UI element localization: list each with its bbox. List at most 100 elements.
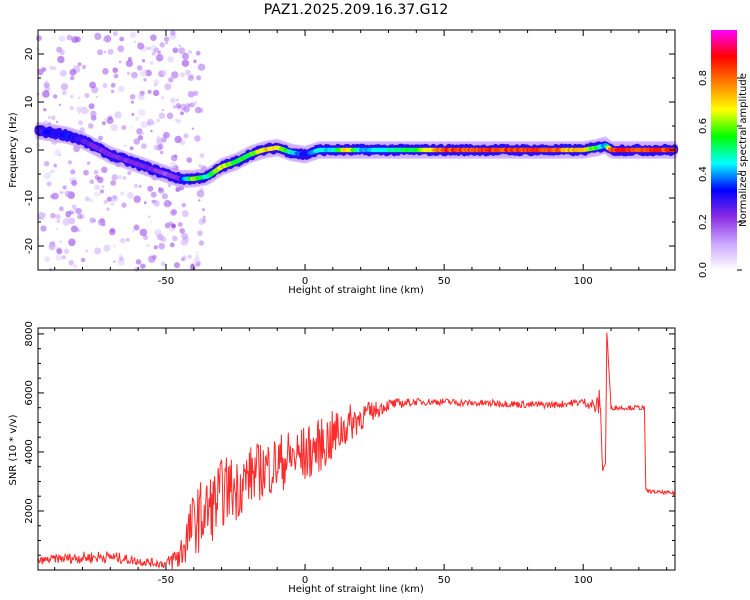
noise-blob: [178, 44, 182, 47]
noise-blob: [112, 67, 118, 73]
noise-blob: [53, 163, 57, 168]
noise-blob: [94, 247, 102, 255]
noise-blob: [186, 157, 193, 163]
noise-blob: [141, 143, 147, 150]
noise-blob: [163, 199, 172, 208]
noise-blob: [140, 120, 148, 129]
noise-blob: [142, 264, 146, 268]
noise-blob: [175, 103, 182, 109]
noise-blob: [133, 195, 141, 203]
noise-blob: [113, 244, 116, 248]
noise-blob: [55, 254, 63, 261]
noise-blob: [56, 248, 63, 255]
chart-title: PAZ1.2025.209.16.37.G12: [264, 2, 449, 18]
noise-blob: [158, 112, 166, 119]
noise-blob: [163, 36, 170, 42]
noise-blob: [118, 60, 122, 64]
noise-blob: [171, 223, 176, 228]
noise-blob: [161, 193, 168, 200]
noise-blob: [179, 228, 185, 234]
noise-blob: [56, 219, 60, 223]
colorbar-tick-label: 0.8: [698, 70, 709, 86]
noise-blob: [180, 139, 186, 146]
noise-blob: [129, 94, 136, 100]
noise-blob: [193, 257, 201, 265]
noise-blob: [104, 51, 107, 53]
noise-blob: [181, 202, 186, 208]
noise-blob: [129, 31, 137, 39]
noise-blob: [89, 81, 96, 89]
noise-blob: [170, 209, 177, 216]
noise-blob: [153, 47, 160, 53]
noise-blob: [176, 108, 180, 112]
noise-blob: [84, 196, 90, 202]
colorbar-tick-label: 0.2: [698, 214, 709, 230]
noise-blob: [153, 144, 159, 151]
noise-blob: [35, 35, 42, 42]
spectrogram-x-axis-label: Height of straight line (km): [288, 285, 424, 296]
noise-blob: [84, 93, 90, 99]
noise-blob: [198, 164, 202, 168]
noise-blob: [134, 40, 137, 43]
noise-blob: [83, 169, 89, 176]
noise-blob: [122, 176, 127, 180]
noise-blob: [147, 46, 151, 50]
noise-blob: [153, 79, 160, 86]
noise-blob: [171, 71, 179, 79]
noise-blob: [103, 244, 111, 252]
noise-blob: [159, 42, 165, 48]
noise-blob: [177, 222, 183, 227]
noise-blob: [78, 96, 81, 99]
noise-blob: [130, 100, 134, 104]
spectrogram-y-tick-label: 10: [24, 96, 35, 109]
noise-blob: [59, 49, 65, 55]
noise-blob: [80, 257, 86, 263]
snr-axes: -50 0 50 100 2000 4000 6000 8000: [24, 321, 675, 586]
noise-blob: [110, 201, 115, 206]
noise-blob: [50, 212, 56, 219]
noise-blob: [184, 54, 189, 59]
snr-x-tick-label: 100: [574, 575, 593, 586]
noise-blob: [71, 36, 79, 44]
snr-x-tick-label: 0: [302, 575, 308, 586]
noise-blob: [146, 244, 150, 247]
spectrogram-x-tick-label: 50: [438, 276, 451, 287]
noise-blob: [187, 75, 194, 81]
noise-blob: [110, 124, 118, 132]
noise-blob: [158, 242, 165, 250]
noise-blob: [153, 245, 158, 250]
noise-blob: [139, 228, 148, 237]
noise-blob: [57, 55, 65, 64]
noise-blob: [98, 135, 103, 141]
noise-blob: [94, 32, 102, 41]
noise-blob: [149, 61, 154, 65]
noise-blob: [112, 195, 117, 200]
noise-blob: [172, 235, 178, 242]
noise-blob: [170, 30, 176, 36]
noise-blob: [172, 104, 177, 109]
noise-blob: [169, 161, 177, 169]
noise-blob: [55, 214, 61, 220]
noise-blob: [138, 109, 146, 117]
noise-blob: [51, 169, 55, 173]
noise-blob: [100, 189, 104, 194]
noise-blob: [190, 263, 195, 267]
noise-blob: [97, 49, 104, 56]
noise-blob: [49, 66, 54, 70]
noise-blob: [191, 127, 194, 130]
noise-blob: [174, 135, 182, 144]
noise-blob: [202, 208, 205, 212]
noise-blob: [70, 94, 74, 99]
noise-blob: [117, 85, 125, 93]
noise-blob: [153, 89, 160, 97]
noise-blob: [121, 125, 127, 130]
noise-blob: [89, 217, 96, 224]
noise-blob: [68, 238, 76, 247]
noise-blob: [110, 89, 115, 94]
noise-blob: [164, 83, 172, 91]
noise-blob: [43, 108, 47, 112]
noise-blob: [178, 47, 186, 55]
noise-blob: [81, 64, 87, 70]
noise-blob: [136, 65, 143, 71]
